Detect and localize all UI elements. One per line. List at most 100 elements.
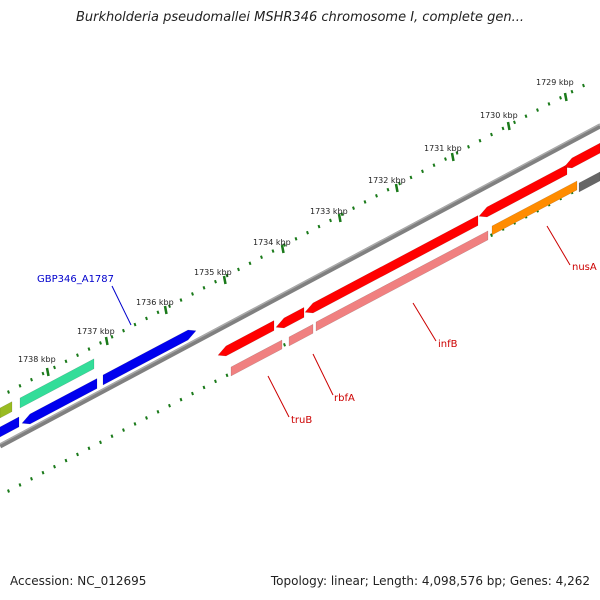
gene-feature-blue[interactable] <box>102 329 197 386</box>
ruler-dot <box>191 292 194 296</box>
gene-label-nusA[interactable]: nusA <box>572 262 597 273</box>
gene-feature-rbfA[interactable] <box>275 306 305 329</box>
gene-feature-blue[interactable] <box>0 416 20 438</box>
ruler-dot <box>570 89 574 94</box>
ruler-tick-label: 1736 kbp <box>136 298 174 307</box>
ruler-dot <box>490 233 493 237</box>
gene-label-truB[interactable]: truB <box>291 415 312 426</box>
ruler-dot <box>110 335 114 339</box>
backbone-highlight <box>0 123 600 445</box>
ruler-dot <box>168 304 171 309</box>
ruler-dot <box>352 206 355 210</box>
ruler-dot <box>501 126 505 131</box>
ruler-dot <box>156 409 160 414</box>
ruler-dot <box>214 279 217 284</box>
gene-callout-line <box>312 353 334 396</box>
gene-label-GBP346_A1787[interactable]: GBP346_A1787 <box>37 274 114 285</box>
ruler-major-tick <box>163 305 168 315</box>
ruler-dot <box>87 347 91 351</box>
ruler-dot <box>18 384 22 388</box>
ruler-tick-label: 1734 kbp <box>253 238 291 247</box>
ruler-dot <box>53 365 56 370</box>
ruler-dot <box>260 255 263 259</box>
ruler-dot <box>340 212 344 217</box>
ruler-tick-label: 1732 kbp <box>368 176 406 185</box>
ruler-dot <box>467 145 470 149</box>
gene-feature-infB[interactable] <box>304 215 479 314</box>
ruler-dot <box>455 151 459 155</box>
gene-feature-red[interactable] <box>478 164 568 218</box>
ruler-dot <box>386 187 390 192</box>
ruler-dot <box>76 452 79 457</box>
ruler-major-tick <box>222 275 227 285</box>
gene-feature-truB[interactable] <box>217 320 275 357</box>
ruler-dot <box>156 310 160 315</box>
ruler-tick-label: 1731 kbp <box>424 144 462 153</box>
ruler-dot <box>191 391 194 396</box>
ruler-dot <box>478 138 482 143</box>
ruler-dot <box>536 108 539 112</box>
gene-feature-red[interactable] <box>563 142 600 169</box>
genome-summary-text: Topology: linear; Length: 4,098,576 bp; … <box>270 574 590 588</box>
ruler-tick-label: 1729 kbp <box>536 78 574 87</box>
ruler-dot <box>432 163 436 168</box>
gene-feature-olive[interactable] <box>0 401 13 419</box>
ruler-tick-label: 1737 kbp <box>77 327 115 336</box>
gene-feature-infB-shadow[interactable] <box>315 230 489 332</box>
ruler-dot <box>214 379 217 384</box>
ruler-dot <box>76 353 79 358</box>
ruler-major-tick <box>337 213 342 223</box>
ruler-dot <box>444 157 447 161</box>
gene-feature-gray[interactable] <box>578 171 600 193</box>
ruler-major-tick <box>394 183 399 193</box>
gene-feature-truB-shadow[interactable] <box>230 339 283 377</box>
ruler-dot <box>87 446 91 451</box>
ruler-dot <box>41 371 45 376</box>
ruler-dot <box>375 194 378 198</box>
ruler-dot <box>133 322 137 327</box>
ruler-dot <box>7 489 10 493</box>
backbone-line <box>0 123 600 449</box>
gene-feature-teal[interactable] <box>19 358 95 409</box>
gene-feature-blue[interactable] <box>21 378 98 425</box>
ruler-tick-label: 1730 kbp <box>480 111 518 120</box>
ruler-major-tick <box>450 152 455 162</box>
ruler-tick-label: 1735 kbp <box>194 268 232 277</box>
ruler-dot <box>363 200 367 204</box>
ruler-dot <box>329 218 332 223</box>
ruler-dot <box>225 273 229 278</box>
ruler-dot <box>168 403 171 408</box>
gene-callout-line <box>546 225 571 266</box>
ruler-dot <box>524 114 528 119</box>
ruler-tick-label: 1738 kbp <box>18 355 56 364</box>
ruler-dot <box>283 243 286 247</box>
ruler-dot <box>133 422 137 426</box>
ruler-dot <box>41 470 45 475</box>
ruler-dot <box>317 224 321 229</box>
gene-callout-line <box>267 375 290 418</box>
ruler-dot <box>202 385 206 390</box>
ruler-dot <box>398 181 401 186</box>
ruler-dot <box>64 359 68 364</box>
ruler-dot <box>110 434 114 438</box>
gene-callout-line <box>412 302 437 342</box>
ruler-dot <box>99 341 102 345</box>
ruler-dot <box>179 397 183 402</box>
map-title: Burkholderia pseudomallei MSHR346 chromo… <box>75 10 525 25</box>
ruler-tick-label: 1733 kbp <box>310 207 348 216</box>
ruler-dot <box>271 249 275 253</box>
gene-feature-nusA[interactable] <box>491 180 578 236</box>
gene-label-rbfA[interactable]: rbfA <box>334 393 355 404</box>
ruler-dot <box>64 458 68 463</box>
ruler-major-tick <box>45 367 50 377</box>
ruler-dot <box>283 342 286 347</box>
ruler-dot <box>306 230 309 235</box>
ruler-dot <box>202 285 206 290</box>
ruler-dot <box>7 390 10 394</box>
gene-feature-rbfA-shadow[interactable] <box>288 323 314 347</box>
ruler-dot <box>582 83 585 88</box>
gene-label-infB[interactable]: infB <box>438 339 458 350</box>
ruler-dot <box>53 464 56 469</box>
ruler-dot <box>559 95 562 100</box>
